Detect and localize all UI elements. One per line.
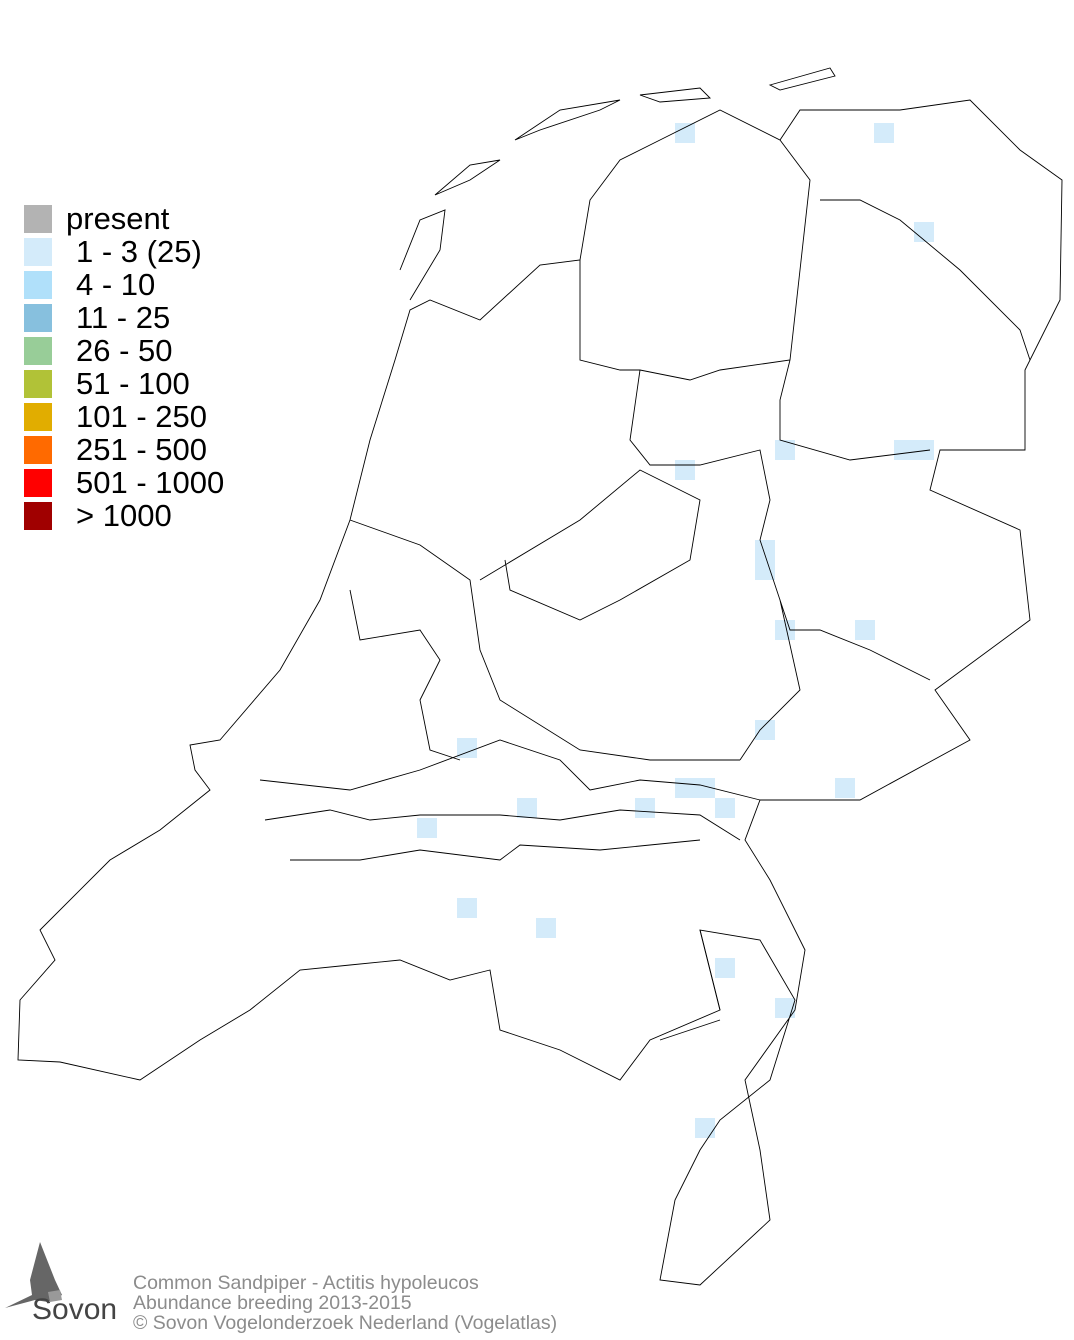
abundance-cell — [835, 778, 855, 798]
abundance-cell — [635, 798, 655, 818]
abundance-cells — [417, 123, 934, 1138]
legend-swatch — [24, 270, 52, 299]
abundance-cell — [775, 998, 795, 1018]
abundance-cell — [775, 620, 795, 640]
abundance-cell — [715, 798, 735, 818]
abundance-cell — [755, 540, 775, 580]
map-subtitle: Abundance breeding 2013-2015 — [133, 1292, 412, 1314]
legend-swatch — [24, 237, 52, 266]
abundance-cell — [715, 958, 735, 978]
legend-label: 1 - 3 (25) — [76, 233, 202, 269]
abundance-cell — [675, 778, 715, 798]
legend-item-present: present — [24, 200, 224, 236]
legend-item: 51 - 100 — [24, 365, 224, 401]
country-outline — [17, 99, 1063, 1286]
legend-swatch — [24, 435, 52, 464]
legend-label: 11 - 25 — [76, 299, 171, 335]
legend-label: 4 - 10 — [76, 266, 156, 302]
abundance-cell — [457, 738, 477, 758]
legend-item: 251 - 500 — [24, 431, 224, 467]
abundance-cell — [457, 898, 477, 918]
legend-label: > 1000 — [76, 497, 172, 533]
abundance-cell — [417, 818, 437, 838]
abundance-cell — [695, 1118, 715, 1138]
abundance-cell — [894, 440, 934, 460]
legend-label: 501 - 1000 — [76, 464, 225, 500]
copyright: © Sovon Vogelonderzoek Nederland (Vogela… — [133, 1312, 558, 1334]
legend-label: 51 - 100 — [76, 365, 190, 401]
legend-swatch — [24, 501, 52, 530]
legend-label: 101 - 250 — [76, 398, 207, 434]
abundance-cell — [855, 620, 875, 640]
legend-swatch — [24, 468, 52, 497]
legend-item: 501 - 1000 — [24, 464, 225, 500]
logo-text: Sovon — [32, 1293, 118, 1326]
sovon-swallow-logo-icon — [5, 1242, 62, 1308]
map-caption: Common Sandpiper - Actitis hypoleucos Ab… — [133, 1273, 557, 1333]
legend-item: 101 - 250 — [24, 398, 224, 434]
abundance-cell — [675, 123, 695, 143]
legend-label: 251 - 500 — [76, 431, 207, 467]
abundance-cell — [775, 440, 795, 460]
legend-label: 26 - 50 — [76, 332, 173, 368]
species-name: Common Sandpiper - Actitis hypoleucos — [133, 1272, 479, 1294]
legend-item: 26 - 50 — [24, 332, 224, 368]
legend-item: > 1000 — [24, 497, 224, 533]
abundance-cell — [517, 798, 537, 818]
legend-swatch — [24, 303, 52, 332]
legend-swatch — [24, 336, 52, 365]
legend-item: 11 - 25 — [24, 299, 224, 335]
abundance-cell — [755, 720, 775, 740]
province-borders — [259, 139, 1031, 1041]
legend-swatch — [24, 369, 52, 398]
legend: present 1 - 3 (25) 4 - 10 11 - 25 26 - 5… — [24, 200, 225, 533]
abundance-cell — [874, 123, 894, 143]
legend-swatch — [24, 402, 52, 431]
legend-label: present — [66, 200, 170, 236]
wadden-islands — [399, 67, 836, 301]
abundance-cell — [675, 460, 695, 480]
abundance-cell — [536, 918, 556, 938]
legend-item: 4 - 10 — [24, 266, 224, 302]
legend-swatch — [24, 204, 52, 233]
legend-item: 1 - 3 (25) — [24, 233, 224, 269]
abundance-cell — [914, 222, 934, 242]
